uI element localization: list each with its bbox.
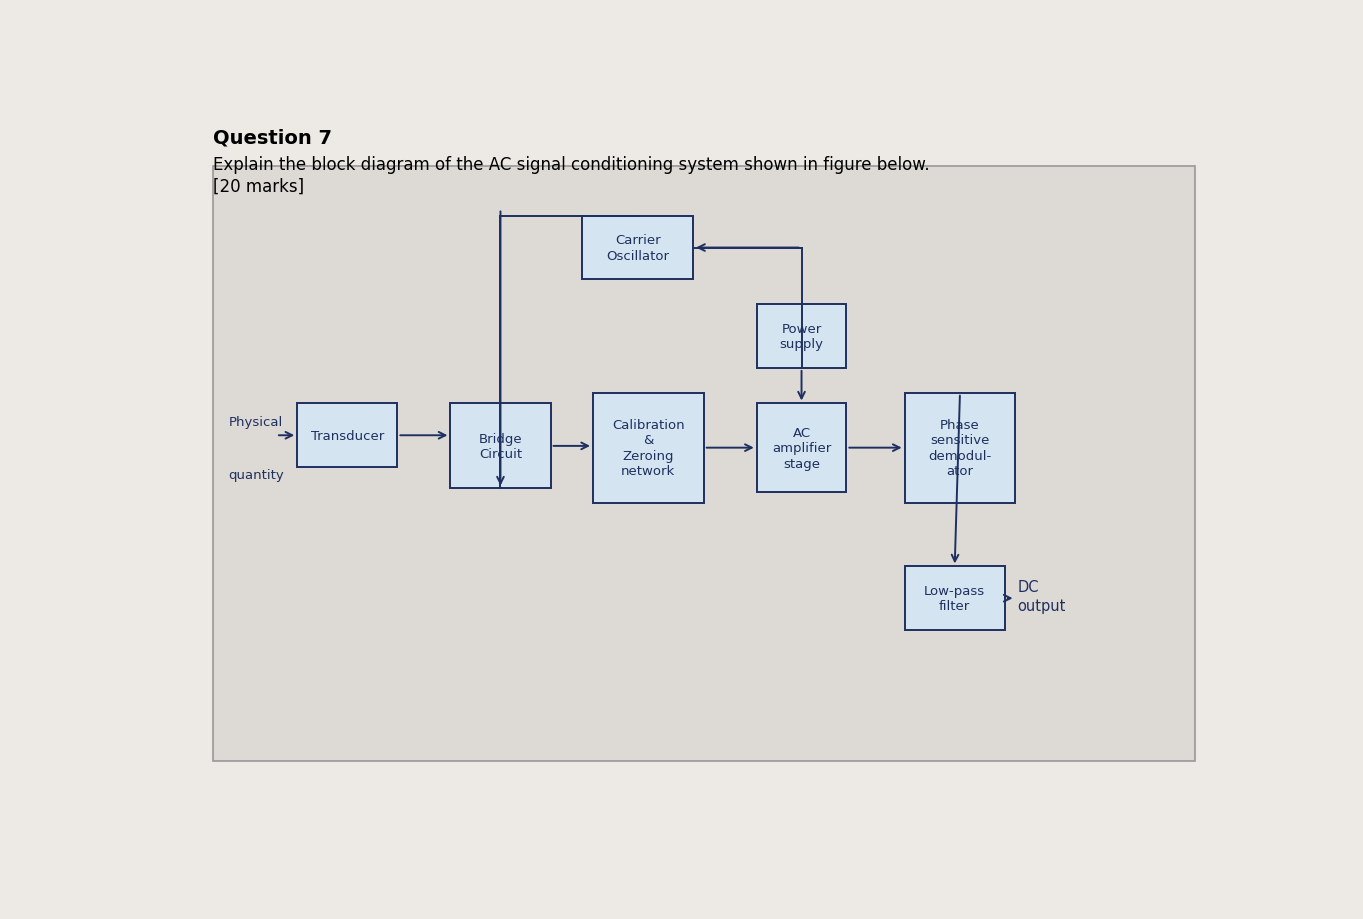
Bar <box>905 393 1015 503</box>
Text: DC
output: DC output <box>1018 580 1066 613</box>
Text: Question 7: Question 7 <box>213 128 331 147</box>
Bar <box>593 393 703 503</box>
Text: Transducer: Transducer <box>311 429 384 442</box>
Text: AC
amplifier
stage: AC amplifier stage <box>771 426 831 471</box>
Text: Explain the block diagram of the AC signal conditioning system shown in figure b: Explain the block diagram of the AC sign… <box>213 156 930 195</box>
Text: Low-pass
filter: Low-pass filter <box>924 584 985 613</box>
Bar <box>756 305 846 369</box>
Text: Physical: Physical <box>229 415 282 428</box>
Bar <box>905 567 1005 630</box>
Text: Calibration
&
Zeroing
network: Calibration & Zeroing network <box>612 418 684 478</box>
Text: Phase
sensitive
demodul-
ator: Phase sensitive demodul- ator <box>928 418 992 478</box>
Bar <box>297 404 398 468</box>
Text: Bridge
Circuit: Bridge Circuit <box>478 432 522 460</box>
Bar <box>582 216 694 280</box>
Text: Carrier
Oscillator: Carrier Oscillator <box>607 234 669 263</box>
Text: quantity: quantity <box>229 468 285 482</box>
Bar <box>213 167 1195 761</box>
Bar <box>756 404 846 493</box>
Bar <box>450 404 551 489</box>
Text: Power
supply: Power supply <box>780 323 823 351</box>
